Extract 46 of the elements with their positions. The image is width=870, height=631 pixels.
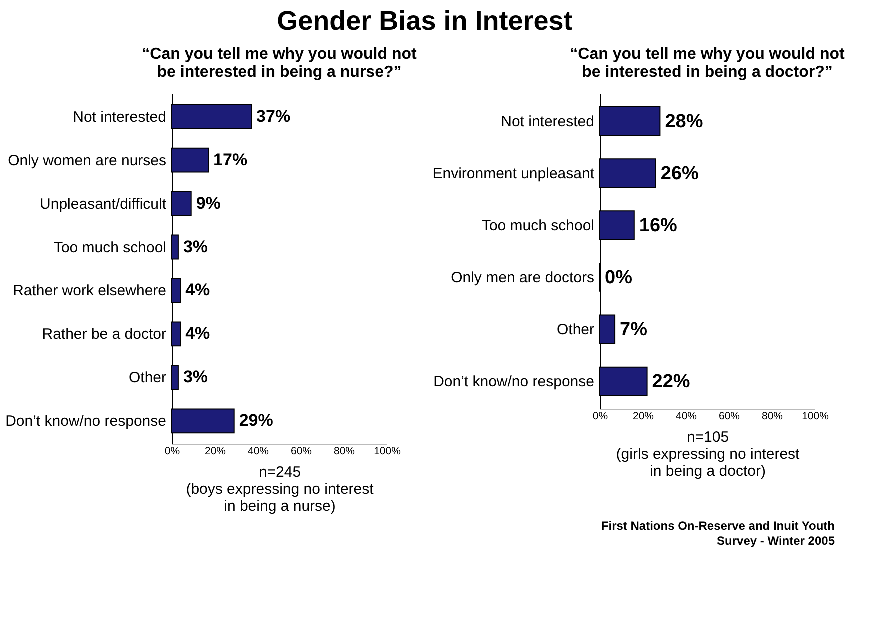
text: n=105 (girls expressing no interest in being a doctor) bbox=[616, 429, 801, 480]
data-label: 4% bbox=[186, 280, 210, 300]
x-tick-label: 100% bbox=[374, 446, 401, 458]
data-label: 17% bbox=[214, 150, 248, 170]
y-tick-label: Rather be a doctor bbox=[42, 326, 166, 344]
data-label: 4% bbox=[186, 324, 210, 344]
y-tick-label: Environment unpleasant bbox=[432, 165, 596, 182]
x-tick-label: 0% bbox=[592, 410, 608, 422]
chart-subtitle: “Can you tell me why you would not be interested in being a nurse?” bbox=[142, 46, 418, 81]
x-tick-label: 60% bbox=[290, 446, 312, 458]
y-tick-label: Too much school bbox=[482, 217, 594, 234]
data-label: 3% bbox=[183, 368, 208, 387]
data-label: 3% bbox=[183, 237, 208, 256]
data-label: 37% bbox=[256, 106, 291, 126]
data-label: 26% bbox=[660, 163, 700, 184]
data-label: 7% bbox=[620, 320, 648, 341]
y-tick-label: Don’t know/no response bbox=[434, 374, 594, 391]
x-tick-label: 80% bbox=[762, 410, 784, 422]
x-tick-label: 20% bbox=[204, 446, 226, 458]
y-tick-label: Too much school bbox=[54, 239, 166, 256]
x-tick-label: 40% bbox=[248, 446, 270, 458]
x-tick-label: 80% bbox=[334, 446, 356, 458]
y-tick-label: Only women are nurses bbox=[8, 152, 166, 170]
text: First Nations On-Reserve and Inuit Youth Survey - Winter 2005 bbox=[601, 519, 836, 548]
chart-subtitle: “Can you tell me why you would not be interested in being a doctor?” bbox=[570, 46, 846, 81]
data-label: 22% bbox=[652, 372, 690, 393]
x-tick-label: 20% bbox=[632, 410, 654, 422]
chart-title: Gender Bias in Interest bbox=[277, 6, 573, 36]
x-tick-label: 40% bbox=[676, 410, 698, 422]
x-tick-label: 60% bbox=[718, 410, 740, 422]
data-label: 28% bbox=[665, 111, 704, 132]
x-tick-label: 100% bbox=[802, 410, 829, 422]
data-label: 9% bbox=[196, 194, 221, 213]
y-tick-label: Don’t know/no response bbox=[6, 413, 166, 430]
y-tick-label: Not interested bbox=[73, 108, 166, 126]
y-tick-label: Other bbox=[128, 370, 167, 387]
data-label: 29% bbox=[239, 411, 274, 430]
y-tick-label: Not interested bbox=[501, 113, 594, 130]
y-tick-label: Only men are doctors bbox=[451, 270, 594, 287]
y-tick-label: Unpleasant/difficult bbox=[40, 196, 168, 213]
data-label: 16% bbox=[639, 215, 678, 236]
y-tick-label: Rather work elsewhere bbox=[13, 282, 166, 300]
x-tick-label: 0% bbox=[164, 446, 180, 458]
data-label: 0% bbox=[605, 268, 633, 289]
y-tick-label: Other bbox=[556, 322, 595, 339]
text: n=245 (boys expressing no interest in being a nurse) bbox=[186, 464, 375, 515]
